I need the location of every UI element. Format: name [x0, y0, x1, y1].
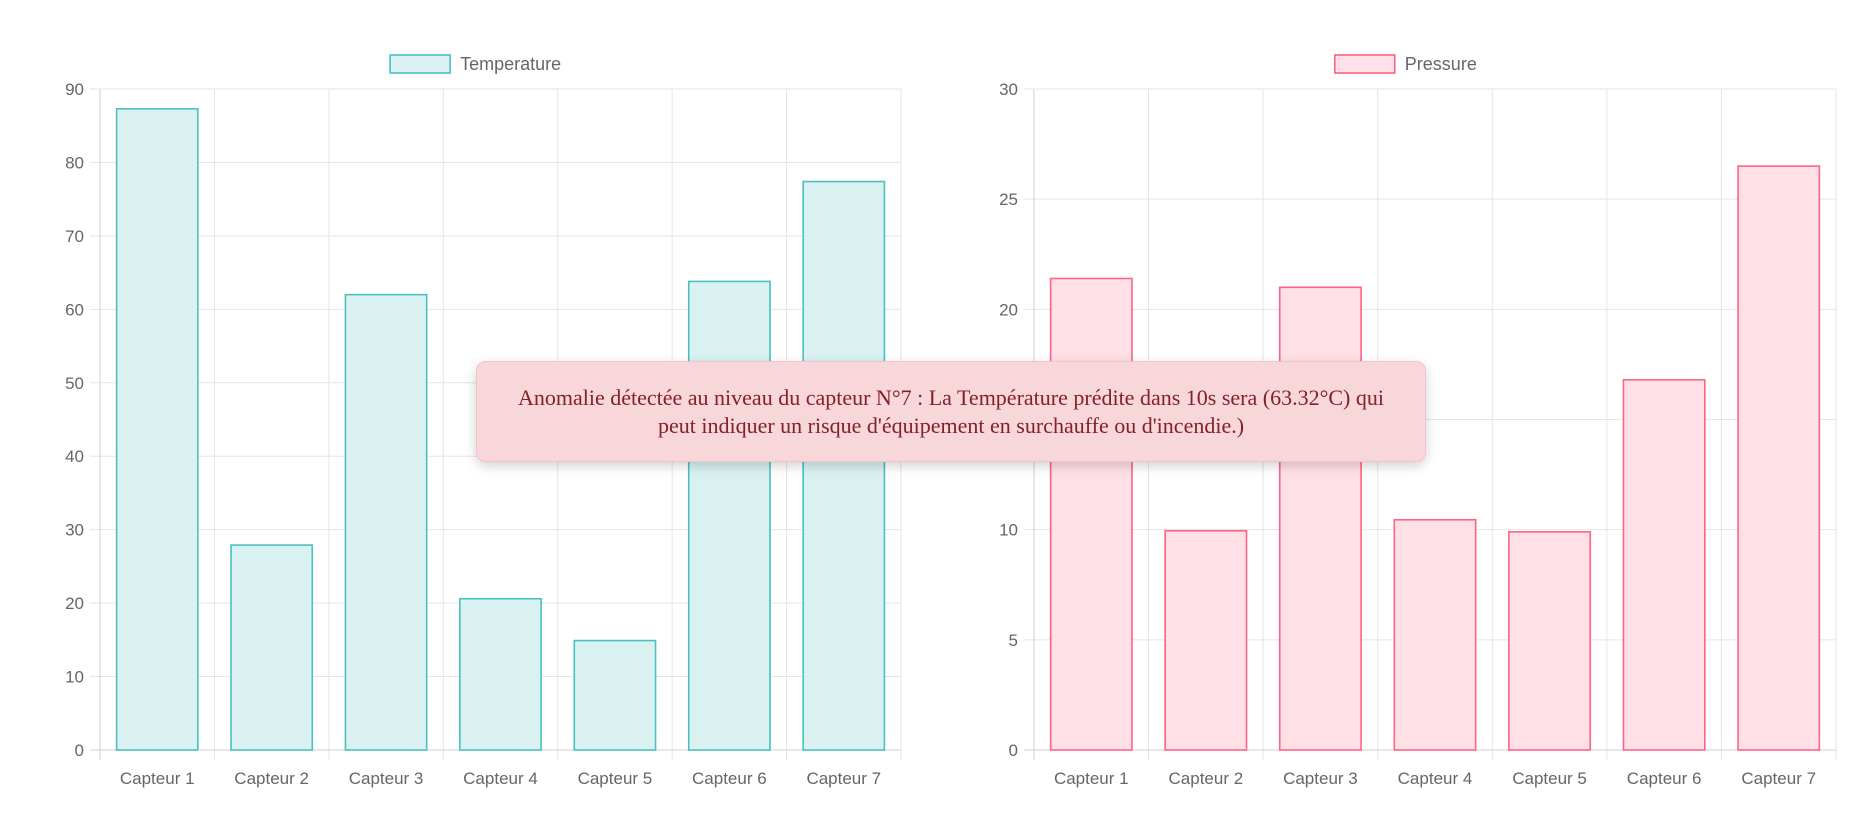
pressure-x-tick-label: Capteur 4: [1398, 769, 1473, 788]
temperature-y-tick-label: 30: [65, 521, 84, 540]
temperature-bar-2: [230, 544, 314, 751]
temperature-x-tick-label: Capteur 4: [463, 769, 538, 788]
pressure-bar-5: [1508, 531, 1592, 751]
temperature-y-tick-label: 40: [65, 447, 84, 466]
pressure-bar-6: [1622, 379, 1706, 751]
pressure-y-tick-label: 0: [1009, 741, 1018, 760]
temperature-bar-6: [687, 280, 771, 751]
anomaly-alert: Anomalie détectée au niveau du capteur N…: [476, 361, 1426, 462]
pressure-x-tick-label: Capteur 5: [1512, 769, 1587, 788]
pressure-bar-7: [1737, 165, 1821, 751]
temperature-bar-4: [459, 597, 542, 751]
temperature-bar-5: [573, 639, 657, 751]
pressure-y-tick-label: 30: [999, 80, 1018, 99]
pressure-bar-4: [1393, 518, 1477, 751]
temperature-bar-1: [115, 108, 199, 751]
temperature-y-tick-label: 80: [65, 153, 84, 172]
temperature-x-tick-label: Capteur 5: [578, 769, 653, 788]
temperature-y-tick-label: 20: [65, 594, 84, 613]
pressure-x-tick-label: Capteur 7: [1741, 769, 1816, 788]
temperature-x-tick-label: Capteur 3: [349, 769, 424, 788]
pressure-x-tick-label: Capteur 6: [1627, 769, 1702, 788]
anomaly-alert-message: Anomalie détectée au niveau du capteur N…: [517, 384, 1384, 438]
pressure-x-tick-label: Capteur 1: [1054, 769, 1129, 788]
pressure-bar-1: [1049, 277, 1133, 751]
temperature-y-tick-label: 60: [65, 300, 84, 319]
temperature-legend-label: Temperature: [460, 54, 561, 74]
temperature-y-tick-label: 50: [65, 374, 84, 393]
pressure-bar-2: [1164, 529, 1248, 751]
pressure-y-tick-label: 10: [999, 521, 1018, 540]
pressure-x-tick-label: Capteur 2: [1169, 769, 1244, 788]
temperature-y-tick-label: 0: [75, 741, 84, 760]
temperature-bar-3: [344, 293, 428, 751]
temperature-x-tick-label: Capteur 7: [806, 769, 881, 788]
pressure-legend-label: Pressure: [1405, 54, 1477, 74]
temperature-legend-swatch: [389, 54, 451, 74]
pressure-y-tick-label: 20: [999, 300, 1018, 319]
pressure-x-tick-label: Capteur 3: [1283, 769, 1358, 788]
pressure-bar-3: [1278, 286, 1362, 751]
temperature-x-tick-label: Capteur 2: [234, 769, 309, 788]
temperature-y-tick-label: 90: [65, 80, 84, 99]
pressure-y-tick-label: 25: [999, 190, 1018, 209]
temperature-x-tick-label: Capteur 6: [692, 769, 767, 788]
temperature-x-tick-label: Capteur 1: [120, 769, 195, 788]
temperature-y-tick-label: 10: [65, 668, 84, 687]
pressure-legend-swatch: [1333, 54, 1396, 74]
temperature-bar-7: [802, 180, 886, 751]
pressure-y-tick-label: 5: [1009, 631, 1018, 650]
temperature-y-tick-label: 70: [65, 227, 84, 246]
